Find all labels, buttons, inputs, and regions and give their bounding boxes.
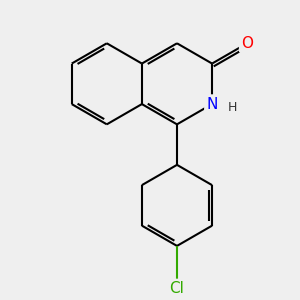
Text: O: O [241, 36, 253, 51]
Text: Cl: Cl [169, 281, 184, 296]
Text: H: H [227, 101, 237, 114]
Text: N: N [206, 97, 218, 112]
